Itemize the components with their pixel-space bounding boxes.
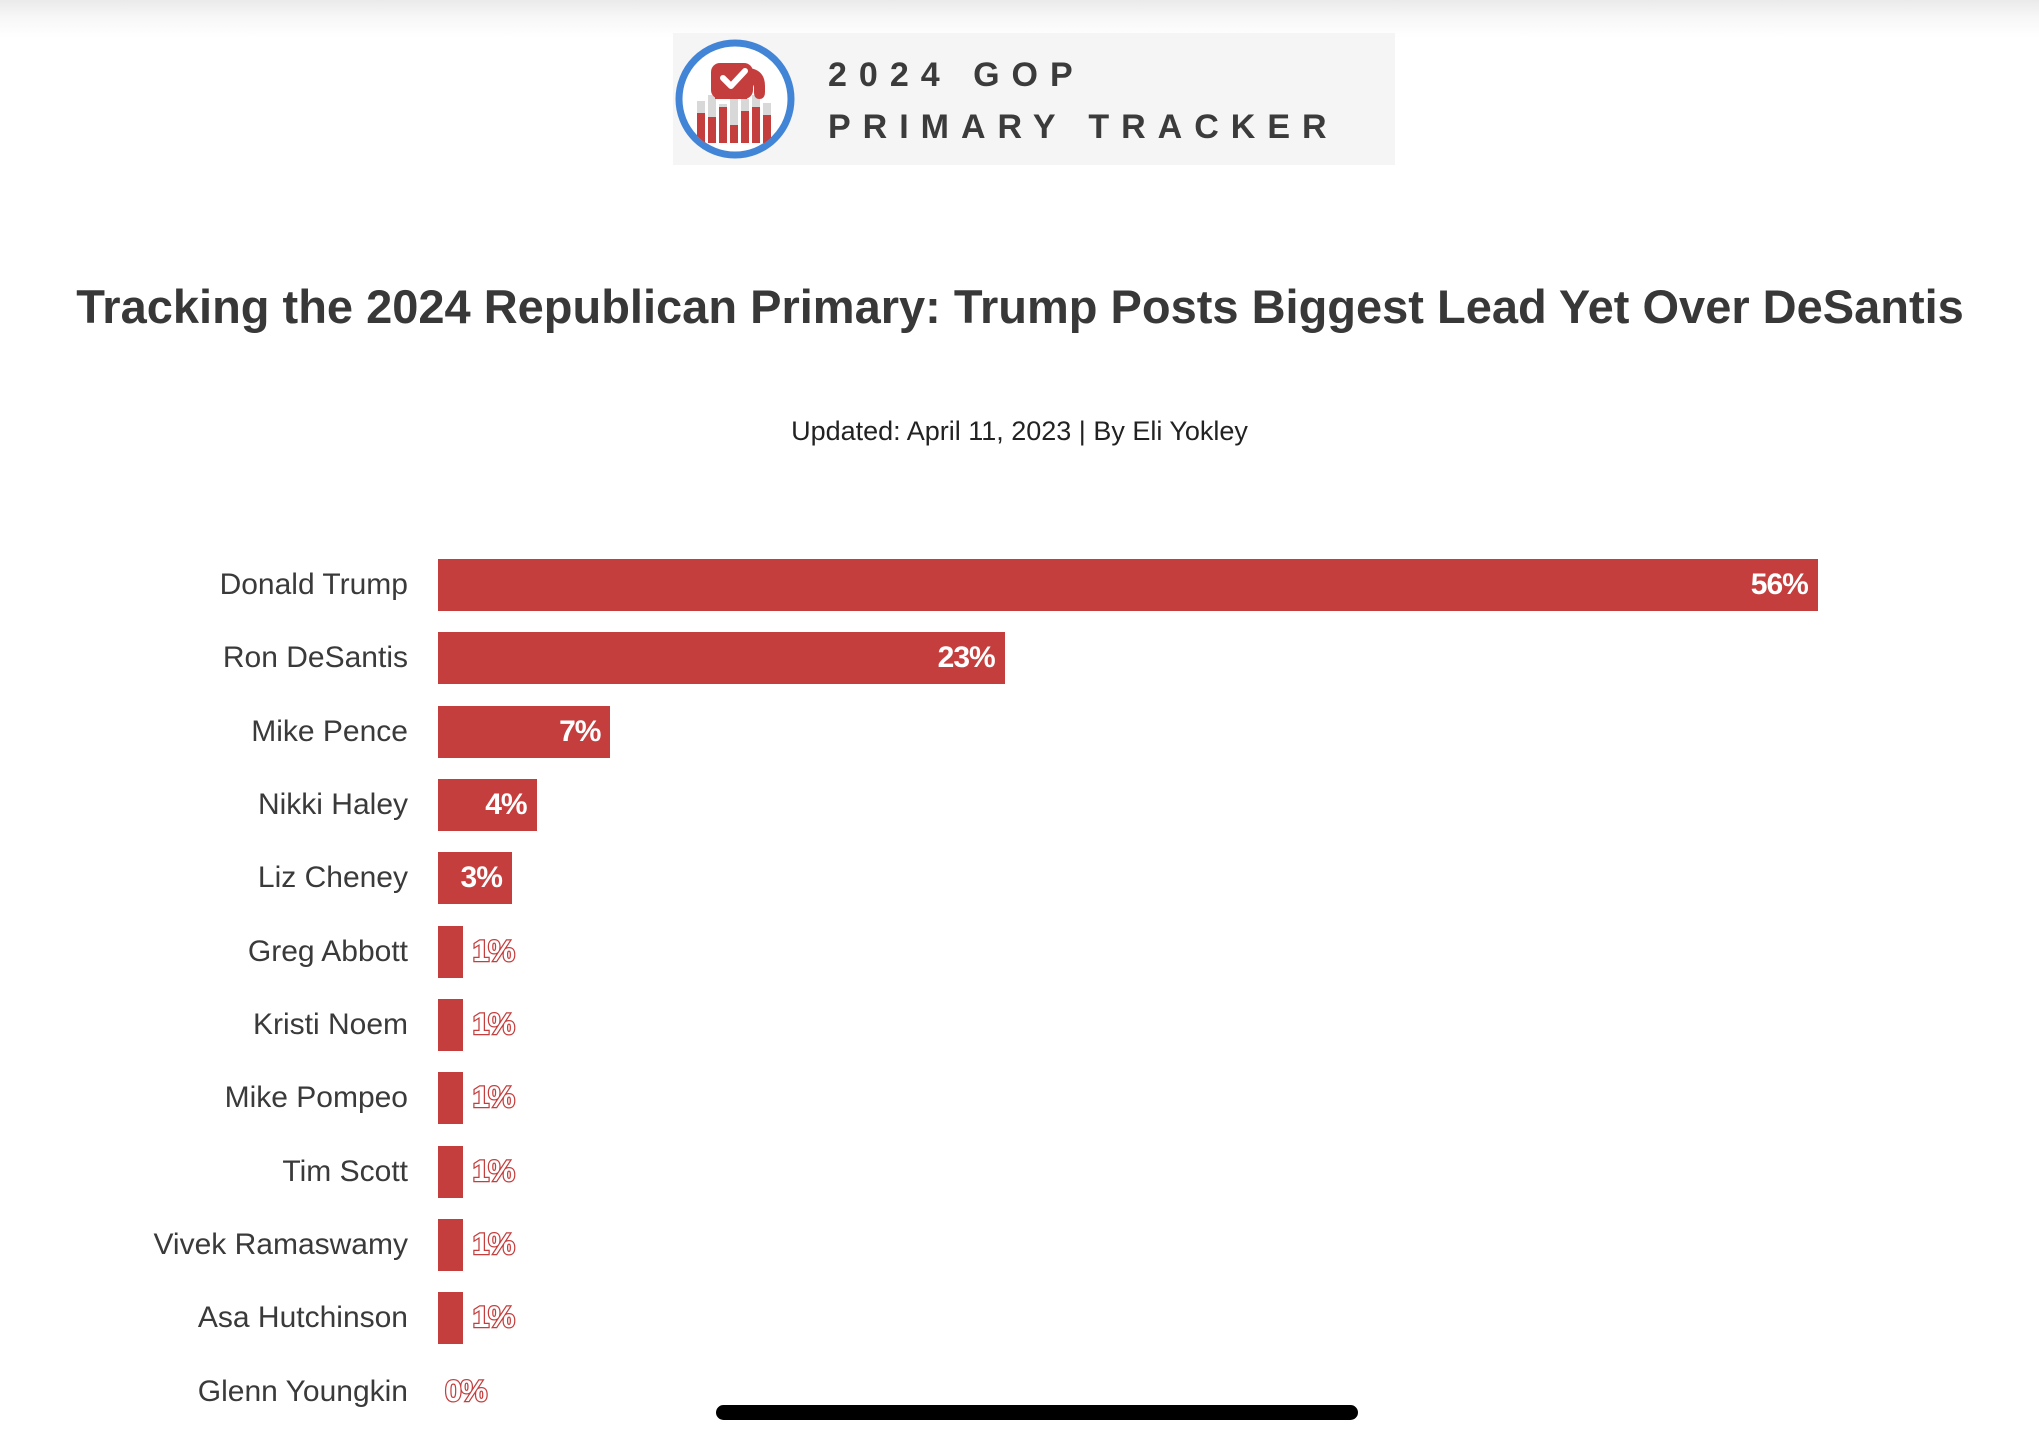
- poll-bar: 7%: [438, 705, 611, 758]
- bar-value-label: 23%: [937, 641, 996, 675]
- elephant-bar-chart-icon: [675, 39, 795, 159]
- candidate-name-label: Nikki Haley: [257, 787, 408, 821]
- bar-value-label: 1%: [471, 1080, 516, 1116]
- bar-value-label: 4%: [485, 787, 527, 821]
- chart-row: Ron DeSantis 23%: [0, 632, 2039, 685]
- bar-value-label: 1%: [471, 1153, 516, 1189]
- logo-line-2: PRIMARY TRACKER: [828, 108, 1339, 146]
- poll-bar: [438, 1218, 463, 1271]
- bar-value-label: 7%: [559, 714, 601, 748]
- gop-primary-tracker-logo: 2024 GOP PRIMARY TRACKER: [673, 33, 1395, 165]
- poll-bar: 56%: [438, 559, 1818, 611]
- bar-value-label: 0%: [444, 1373, 489, 1409]
- chart-row: Tim Scott 1%: [0, 1145, 2039, 1198]
- logo-wordmark: 2024 GOP PRIMARY TRACKER: [828, 49, 1339, 153]
- bar-value-label: 1%: [471, 1227, 516, 1263]
- horizontal-scrollbar-thumb[interactable]: [716, 1405, 1358, 1420]
- candidate-name-label: Vivek Ramaswamy: [153, 1227, 408, 1261]
- chart-row: Nikki Haley 4%: [0, 778, 2039, 831]
- candidate-name-label: Tim Scott: [282, 1154, 408, 1188]
- chart-row: Donald Trump 56%: [0, 559, 2039, 611]
- bar-value-label: 1%: [471, 933, 516, 969]
- candidate-name-label: Donald Trump: [219, 568, 408, 601]
- candidate-name-label: Mike Pence: [251, 714, 408, 748]
- chart-row: Mike Pence 7%: [0, 705, 2039, 758]
- candidate-name-label: Glenn Youngkin: [197, 1374, 408, 1408]
- poll-bar: [438, 1292, 463, 1345]
- bar-value-label: 1%: [471, 1300, 516, 1336]
- poll-bar: 4%: [438, 778, 537, 831]
- chart-row: Glenn Youngkin 0%: [0, 1366, 2039, 1418]
- chart-row: Asa Hutchinson 1%: [0, 1292, 2039, 1345]
- bar-value-label: 56%: [1750, 568, 1809, 601]
- bar-value-label: 3%: [460, 861, 503, 895]
- candidate-name-label: Greg Abbott: [247, 934, 408, 968]
- chart-row: Kristi Noem 1%: [0, 998, 2039, 1051]
- chart-row: Greg Abbott 1%: [0, 925, 2039, 978]
- candidate-name-label: Mike Pompeo: [224, 1081, 408, 1115]
- poll-bar: [438, 1072, 463, 1125]
- top-fade-gradient: [0, 0, 2039, 38]
- candidate-name-label: Asa Hutchinson: [197, 1301, 408, 1335]
- poll-bar: [438, 925, 463, 978]
- poll-bar: 3%: [438, 852, 512, 905]
- logo-line-1: 2024 GOP: [828, 56, 1085, 94]
- candidate-name-label: Liz Cheney: [257, 861, 408, 895]
- candidate-name-label: Kristi Noem: [252, 1007, 408, 1041]
- poll-bar: 23%: [438, 632, 1005, 685]
- poll-bar: [438, 998, 463, 1051]
- chart-row: Vivek Ramaswamy 1%: [0, 1218, 2039, 1271]
- candidate-name-label: Ron DeSantis: [222, 641, 408, 675]
- chart-row: Liz Cheney 3%: [0, 852, 2039, 905]
- chart-row: Mike Pompeo 1%: [0, 1072, 2039, 1125]
- page-title: Tracking the 2024 Republican Primary: Tr…: [76, 280, 1964, 334]
- poll-bar: [438, 1145, 463, 1198]
- updated-byline: Updated: April 11, 2023 | By Eli Yokley: [791, 416, 1248, 446]
- bar-value-label: 1%: [471, 1007, 516, 1043]
